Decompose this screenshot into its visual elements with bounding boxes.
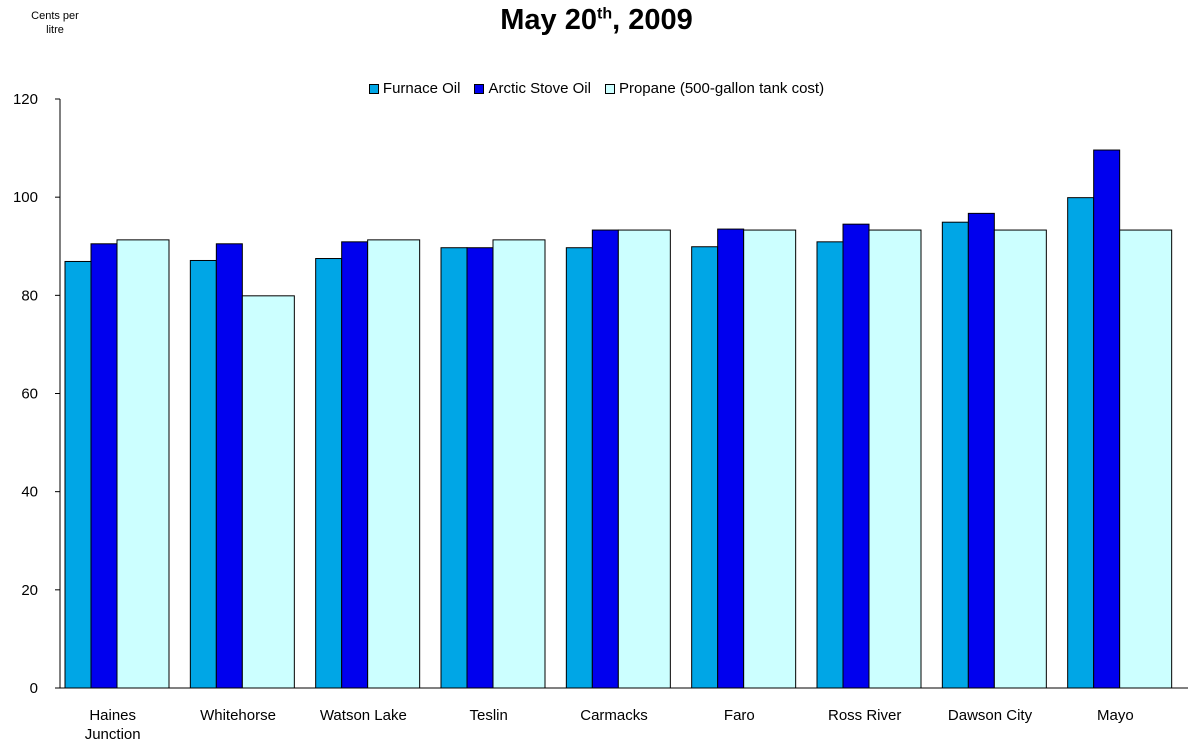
legend-swatch-propane (604, 83, 615, 94)
bar-furnace-oil (691, 246, 719, 689)
bar-arctic-stove-oil (90, 243, 118, 689)
legend: Furnace Oil Arctic Stove Oil Propane (50… (0, 80, 1193, 97)
bar-propane-500-gallon-tank-cost (617, 229, 671, 689)
bar-furnace-oil (315, 258, 343, 689)
x-tick-label: Dawson City (948, 707, 1033, 724)
bar-arctic-stove-oil (215, 243, 243, 689)
title-tail: , 2009 (612, 4, 693, 36)
bar-propane-500-gallon-tank-cost (868, 229, 922, 689)
x-tick-label: Mayo (1097, 707, 1134, 724)
legend-swatch-arctic-stove-oil (474, 83, 485, 94)
legend-label-arctic-stove-oil: Arctic Stove Oil (488, 80, 591, 97)
bar-propane-500-gallon-tank-cost (993, 229, 1047, 689)
x-tick-label: Haines Junction (85, 707, 141, 743)
bar-furnace-oil (565, 247, 593, 689)
bar-arctic-stove-oil (717, 228, 745, 689)
y-tick-label: 80 (21, 287, 38, 304)
y-tick-label: 120 (13, 91, 38, 108)
bar-furnace-oil (816, 241, 844, 689)
bar-furnace-oil (941, 221, 969, 689)
legend-item-propane: Propane (500-gallon tank cost) (604, 80, 825, 97)
bar-furnace-oil (189, 259, 217, 689)
x-tick-label: Teslin (469, 707, 507, 724)
bar-furnace-oil (64, 260, 92, 689)
y-axis-label: Cents per litre (31, 10, 79, 36)
title-main: May 20 (500, 4, 597, 36)
y-tick-label: 60 (21, 386, 38, 403)
bar-propane-500-gallon-tank-cost (1119, 229, 1173, 689)
bar-furnace-oil (440, 247, 468, 689)
x-tick-label: Carmacks (580, 707, 648, 724)
bar-arctic-stove-oil (967, 212, 995, 689)
x-tick-label: Faro (724, 707, 755, 724)
bar-arctic-stove-oil (341, 241, 369, 689)
bar-propane-500-gallon-tank-cost (492, 239, 546, 689)
legend-label-propane: Propane (500-gallon tank cost) (618, 80, 825, 97)
bar-arctic-stove-oil (842, 223, 870, 689)
bar-arctic-stove-oil (591, 229, 619, 689)
bar-propane-500-gallon-tank-cost (116, 239, 170, 689)
legend-label-furnace-oil: Furnace Oil (382, 80, 461, 97)
bar-furnace-oil (1067, 197, 1095, 689)
title-superscript: th (596, 5, 613, 23)
x-tick-label: Watson Lake (320, 707, 407, 724)
bar-arctic-stove-oil (1093, 149, 1121, 689)
x-tick-label: Whitehorse (200, 707, 276, 724)
y-tick-label: 0 (30, 680, 38, 697)
x-tick-label: Ross River (828, 707, 901, 724)
bar-propane-500-gallon-tank-cost (743, 229, 797, 689)
y-tick-label: 20 (21, 582, 38, 599)
bar-propane-500-gallon-tank-cost (367, 239, 421, 689)
bar-propane-500-gallon-tank-cost (241, 295, 295, 689)
y-tick-label: 40 (21, 484, 38, 501)
chart-title: May 20th, 2009 (0, 0, 1193, 40)
legend-swatch-furnace-oil (368, 83, 379, 94)
legend-item-arctic-stove-oil: Arctic Stove Oil (474, 80, 591, 97)
y-tick-label: 100 (13, 189, 38, 206)
bar-arctic-stove-oil (466, 247, 494, 689)
legend-item-furnace-oil: Furnace Oil (368, 80, 461, 97)
